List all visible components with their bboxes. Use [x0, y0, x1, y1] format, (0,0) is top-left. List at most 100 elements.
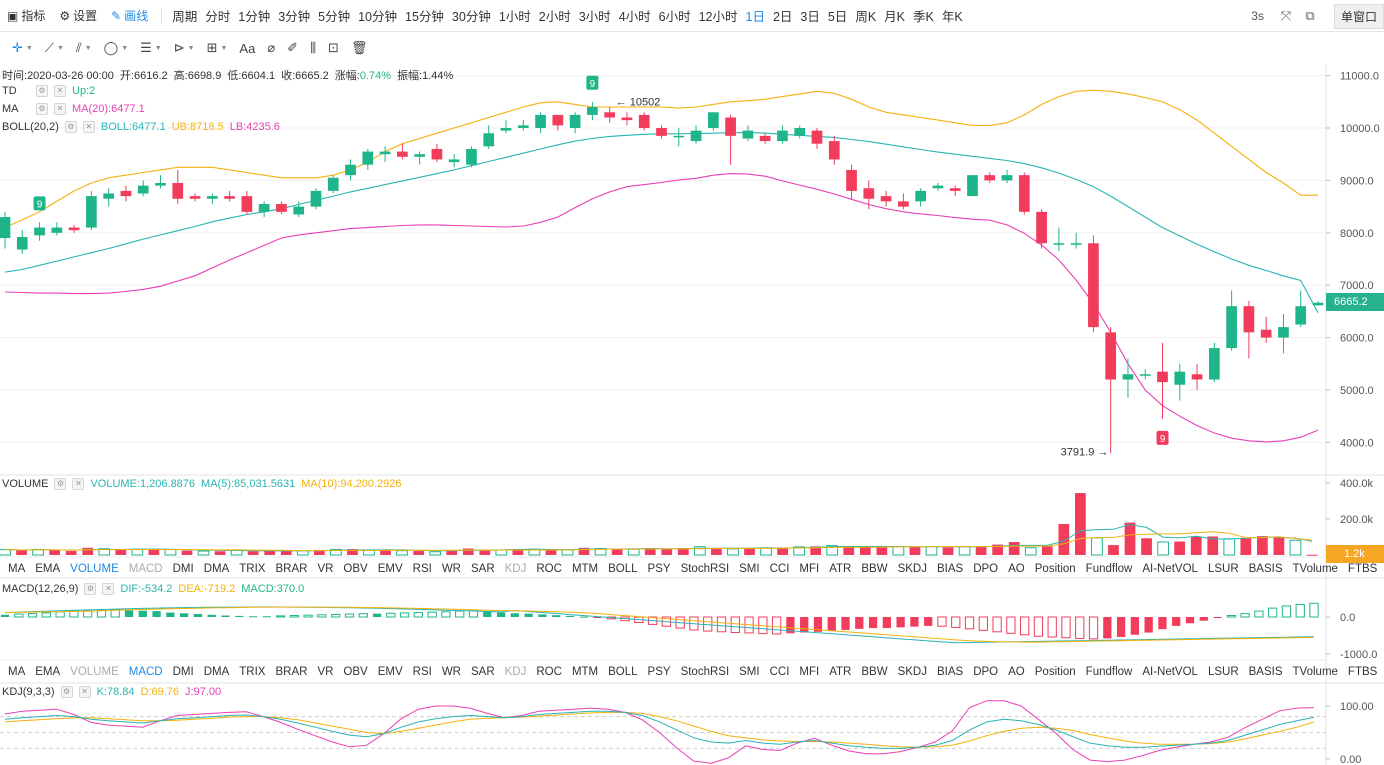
indicator-tab-basis[interactable]: BASIS: [1248, 563, 1283, 575]
indicator-tab-skdj[interactable]: SKDJ: [897, 666, 927, 678]
close-icon[interactable]: ✕: [78, 686, 91, 698]
period-14[interactable]: 2日: [772, 10, 793, 24]
period-7[interactable]: 1小时: [498, 10, 531, 24]
indicator-tab-tvolume[interactable]: TVolume: [1292, 666, 1338, 678]
indicator-tab-mfi[interactable]: MFI: [799, 666, 820, 678]
tool-delete[interactable]: 🗑: [347, 36, 372, 60]
period-10[interactable]: 4小时: [618, 10, 651, 24]
period-0[interactable]: 分时: [205, 10, 231, 24]
indicator-tab-smi[interactable]: SMI: [739, 666, 760, 678]
indicator-tab-macd[interactable]: MACD: [128, 563, 163, 575]
indicator-tab-skdj[interactable]: SKDJ: [897, 563, 927, 575]
window-icon[interactable]: ⧉: [1305, 8, 1315, 23]
indicator-tab-bias[interactable]: BIAS: [936, 563, 964, 575]
indicator-tab-wr[interactable]: WR: [441, 563, 461, 575]
tool-crosshair[interactable]: ✛ ▼: [8, 36, 37, 60]
period-15[interactable]: 3日: [800, 10, 820, 24]
indicator-tab-psy[interactable]: PSY: [647, 563, 671, 575]
indicator-tab-psy[interactable]: PSY: [647, 666, 671, 678]
fullscreen-icon[interactable]: ⤧: [1280, 8, 1292, 23]
indicator-tab-mtm[interactable]: MTM: [571, 666, 599, 678]
tool-arrow-shape[interactable]: ⊳ ▼: [170, 36, 199, 60]
tool-pencil[interactable]: ✐: [283, 36, 302, 60]
period-17[interactable]: 周K: [855, 10, 877, 24]
close-icon[interactable]: ✕: [72, 478, 85, 490]
period-19[interactable]: 季K: [913, 10, 934, 24]
tool-measure[interactable]: ⊞ ▼: [203, 36, 232, 60]
indicator-tab-dma[interactable]: DMA: [203, 666, 230, 678]
indicator-tab-basis[interactable]: BASIS: [1248, 666, 1283, 678]
settings-button[interactable]: ⚙ 设置: [52, 0, 104, 32]
settings-icon[interactable]: ⚙: [54, 478, 67, 490]
draw-button[interactable]: ✎ 画线: [104, 0, 155, 32]
indicator-tab-ao[interactable]: AO: [1008, 666, 1025, 678]
indicator-tab-lsur[interactable]: LSUR: [1207, 563, 1239, 575]
settings-icon[interactable]: ⚙: [36, 103, 48, 115]
indicator-tab-atr[interactable]: ATR: [829, 666, 852, 678]
indicator-tab-dpo[interactable]: DPO: [973, 563, 999, 575]
indicator-tab-ema[interactable]: EMA: [35, 563, 61, 575]
refresh-interval[interactable]: 3s: [1251, 9, 1264, 23]
indicator-tab-bbw[interactable]: BBW: [861, 666, 888, 678]
indicator-tab-cci[interactable]: CCI: [769, 666, 790, 678]
indicator-tab-smi[interactable]: SMI: [739, 563, 760, 575]
indicator-tab-bbw[interactable]: BBW: [861, 563, 888, 575]
indicator-tab-fundflow[interactable]: Fundflow: [1085, 563, 1133, 575]
settings-icon[interactable]: ⚙: [60, 686, 73, 698]
indicator-tab-brar[interactable]: BRAR: [275, 666, 308, 678]
indicator-tab-ao[interactable]: AO: [1008, 563, 1025, 575]
indicator-tab-fundflow[interactable]: Fundflow: [1085, 666, 1133, 678]
tool-trend-line[interactable]: ⟋ ▼: [41, 36, 68, 60]
indicator-tab-boll[interactable]: BOLL: [608, 666, 638, 678]
period-12[interactable]: 12小时: [698, 10, 738, 24]
indicator-tab-vr[interactable]: VR: [317, 666, 334, 678]
indicator-tab-mtm[interactable]: MTM: [571, 563, 599, 575]
indicator-tab-dma[interactable]: DMA: [203, 563, 230, 575]
period-18[interactable]: 月K: [884, 10, 905, 24]
period-6[interactable]: 30分钟: [451, 10, 491, 24]
indicator-tab-vr[interactable]: VR: [317, 563, 334, 575]
tool-pattern[interactable]: ⫼: [306, 36, 320, 60]
indicator-tab-bias[interactable]: BIAS: [936, 666, 964, 678]
indicator-tab-kdj[interactable]: KDJ: [504, 563, 527, 575]
indicator-tab-sar[interactable]: SAR: [470, 666, 495, 678]
close-icon[interactable]: ✕: [54, 85, 66, 97]
tool-lock[interactable]: ⊡: [324, 36, 343, 60]
indicator-tab-ai-netvol[interactable]: AI-NetVOL: [1142, 666, 1198, 678]
indicator-tab-obv[interactable]: OBV: [343, 563, 368, 575]
tool-ellipse[interactable]: ◯ ▼: [100, 36, 133, 60]
indicator-tab-ai-netvol[interactable]: AI-NetVOL: [1142, 563, 1198, 575]
period-1[interactable]: 1分钟: [238, 10, 271, 24]
tool-text[interactable]: Aa: [235, 36, 259, 60]
indicator-tab-rsi[interactable]: RSI: [412, 666, 432, 678]
indicator-tab-mfi[interactable]: MFI: [799, 563, 820, 575]
indicators-button[interactable]: ▣ 指标: [0, 0, 52, 32]
indicator-tab-obv[interactable]: OBV: [343, 666, 368, 678]
indicator-tab-roc[interactable]: ROC: [536, 666, 562, 678]
indicator-tab-ftbs[interactable]: FTBS: [1347, 563, 1378, 575]
indicator-tab-macd[interactable]: MACD: [128, 666, 163, 678]
close-icon[interactable]: ✕: [54, 103, 66, 115]
indicator-tab-stochrsi[interactable]: StochRSI: [680, 563, 730, 575]
indicator-tab-emv[interactable]: EMV: [377, 666, 403, 678]
indicator-tab-wr[interactable]: WR: [441, 666, 461, 678]
period-16[interactable]: 5日: [827, 10, 848, 24]
tool-horizontal-lines[interactable]: ☰ ▼: [136, 36, 166, 60]
period-4[interactable]: 10分钟: [358, 10, 398, 24]
indicator-tab-trix[interactable]: TRIX: [239, 666, 266, 678]
close-icon[interactable]: ✕: [82, 121, 95, 133]
indicator-tab-tvolume[interactable]: TVolume: [1292, 563, 1338, 575]
indicator-tab-atr[interactable]: ATR: [829, 563, 852, 575]
period-5[interactable]: 15分钟: [405, 10, 444, 24]
indicator-tab-emv[interactable]: EMV: [377, 563, 403, 575]
period-2[interactable]: 3分钟: [278, 10, 311, 24]
period-8[interactable]: 2小时: [538, 10, 571, 24]
indicator-tab-roc[interactable]: ROC: [536, 563, 562, 575]
indicator-tab-ftbs[interactable]: FTBS: [1347, 666, 1378, 678]
indicator-tab-stochrsi[interactable]: StochRSI: [680, 666, 730, 678]
indicator-tab-boll[interactable]: BOLL: [608, 563, 638, 575]
settings-icon[interactable]: ⚙: [36, 85, 48, 97]
indicator-tab-brar[interactable]: BRAR: [275, 563, 308, 575]
indicator-tab-dmi[interactable]: DMI: [172, 563, 194, 575]
indicator-tab-volume[interactable]: VOLUME: [70, 666, 119, 678]
